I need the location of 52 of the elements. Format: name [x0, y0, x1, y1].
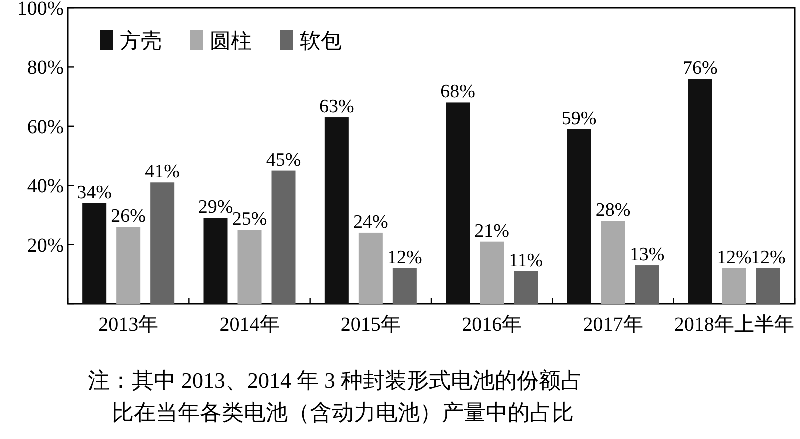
bar: [204, 218, 228, 304]
x-tick-label: 2017年: [583, 314, 644, 336]
bar: [82, 203, 107, 304]
bar: [688, 79, 712, 304]
bar: [116, 227, 141, 304]
bar: [150, 182, 175, 304]
text: 比在当年各类电池（含动力电池）产量中的占比: [112, 400, 574, 425]
data-label: 41%: [145, 162, 180, 183]
data-label: 63%: [320, 96, 355, 118]
x-tick-label: 2018年上半年: [674, 314, 794, 336]
data-label: 76%: [683, 58, 718, 80]
bar: [272, 170, 296, 304]
bar: [324, 118, 349, 304]
data-label: 25%: [232, 209, 268, 230]
bar: [480, 242, 504, 304]
bar: [635, 266, 660, 304]
bar: [514, 271, 538, 304]
data-label: 11%: [509, 250, 544, 272]
bar: [238, 230, 262, 304]
data-label: 59%: [562, 108, 597, 130]
y-tick-label: 80%: [27, 57, 64, 80]
data-label: 68%: [440, 82, 476, 103]
data-label: 29%: [198, 197, 234, 218]
text: 注：其中 2013、2014 年 3 种封装形式电池的份额占: [88, 368, 583, 393]
data-label: 28%: [596, 200, 631, 222]
data-label: 12%: [717, 247, 752, 268]
y-tick-label: 60%: [27, 116, 64, 138]
data-label: 12%: [388, 247, 423, 268]
data-label: 45%: [266, 150, 302, 171]
bar: [756, 268, 780, 304]
legend-label: 方壳: [120, 29, 162, 53]
data-label: 21%: [474, 220, 510, 242]
bar: [567, 129, 592, 304]
data-label: 26%: [111, 206, 146, 228]
y-tick-label: 40%: [27, 176, 64, 198]
x-tick-label: 2014年: [220, 314, 280, 336]
x-tick-label: 2016年: [462, 314, 522, 336]
data-label: 34%: [77, 182, 112, 204]
bar: [358, 232, 383, 304]
bar: [722, 268, 746, 304]
data-label: 13%: [630, 244, 665, 266]
bar: [392, 268, 417, 304]
bar: [601, 221, 626, 304]
data-label: 24%: [354, 212, 389, 233]
data-label: 12%: [751, 247, 786, 268]
bar: [446, 102, 470, 304]
x-tick-label: 2015年: [340, 314, 401, 336]
legend-label: 圆柱: [210, 29, 252, 53]
y-tick-label: 20%: [27, 234, 64, 257]
legend-label: 软包: [300, 29, 342, 53]
x-tick-label: 2013年: [98, 314, 159, 336]
y-tick-label: 100%: [17, 0, 64, 20]
